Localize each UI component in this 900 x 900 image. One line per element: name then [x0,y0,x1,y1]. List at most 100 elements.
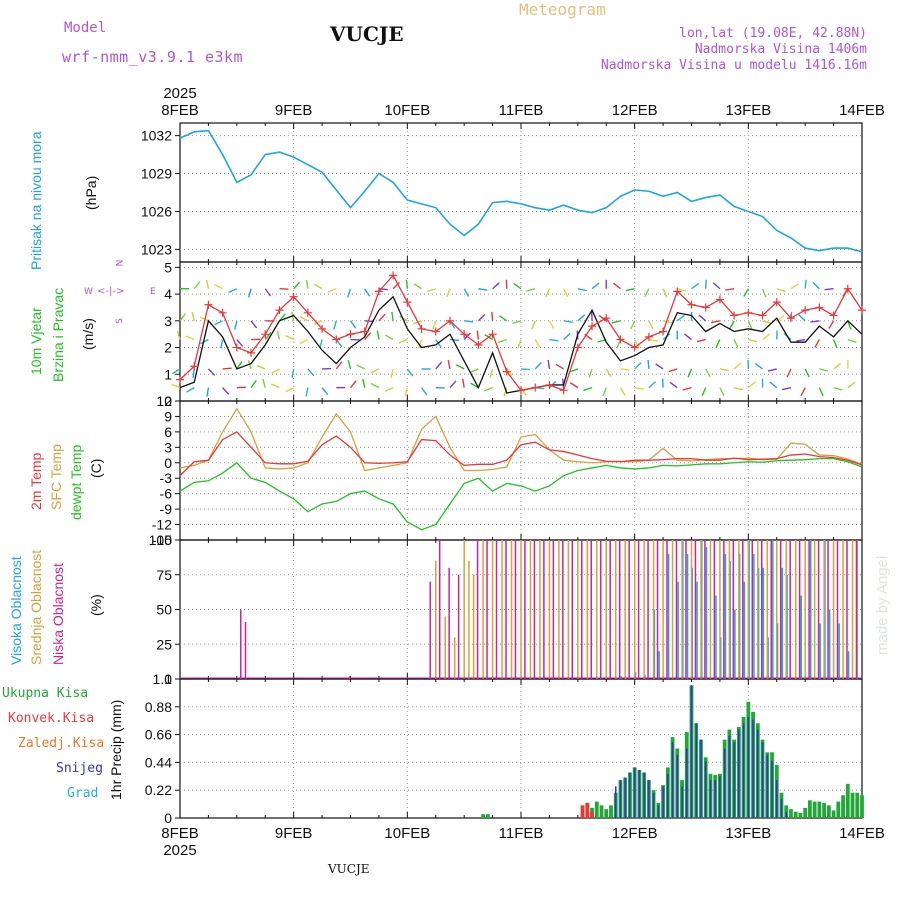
y-tick-label: 0 [164,393,172,409]
wind-arrow-icon [662,320,673,324]
wind-max-point [403,298,412,307]
x-label-bottom: 10FEB [384,825,430,842]
y-tick-label: -15 [152,532,172,548]
wind-arrow-icon [547,359,551,370]
wind-arrow-icon [327,288,337,293]
wind-arrow-icon [426,288,436,293]
wind-arrow-icon [176,330,181,340]
wind-arrow-icon [715,339,721,348]
wind-arrow-icon [378,313,386,322]
wind-max-point [289,292,298,301]
wind-arrow-icon [683,333,692,341]
wind-max-point [772,298,781,307]
wind-arrow-icon [349,320,357,329]
precip-bar [671,742,674,818]
wind-arrow-icon [335,339,343,348]
wind-arrow-icon [185,335,195,341]
wind-max-point [445,316,454,325]
wind-arrow-icon [236,361,243,370]
wind-arrow-icon [392,281,400,290]
wind-arrow-icon [470,382,479,389]
precip-bar [690,685,693,818]
wind-arrow-icon [531,320,536,330]
wind-max-point [786,314,795,323]
wind-arrow-icon [435,361,443,370]
wind-arrow-icon [563,332,571,341]
altitude-label: Nadmorska Visina 1406m [694,42,867,57]
x-label-top: 10FEB [384,102,430,119]
y-tick-label: 6 [164,424,172,440]
wind-arrow-icon [356,364,366,370]
x-label-bottom: 14FEB [839,825,885,842]
wind-arrow-icon [620,368,630,371]
precip-bar [485,814,490,818]
wind-arrow-icon [285,334,294,341]
wind-arrow-icon [399,315,408,322]
wind-arrow-icon [563,320,573,324]
wind-max-point [275,306,284,315]
wind-arrow-icon [648,320,654,330]
wind-arrow-icon [206,387,210,397]
wind-arrow-icon [455,364,465,370]
y-tick-label: 5 [164,259,172,275]
wind-arrow-icon [634,362,642,370]
wind-arrow-icon [364,320,374,323]
precip-bar [657,805,660,818]
wind-arrow-icon [278,313,286,322]
wind-arrow-icon [701,387,707,397]
y-tick-label: 0.44 [145,754,172,770]
wind-arrow-icon [362,378,366,388]
year-label-top: 2025 [163,85,196,102]
wind-arrow-icon [250,320,258,329]
wind-max-point [417,324,426,333]
wind-max-point [176,375,184,384]
precip-bar [841,795,845,818]
wind-max-point [588,322,597,331]
precip-bar [638,769,641,818]
precip-bar [747,716,750,818]
precip-bar [831,810,836,818]
x-label-bottom: 12FEB [612,825,658,842]
wind-arrow-icon [234,320,238,330]
precip-bar [789,809,793,818]
y-tick-label: 1 [164,366,172,382]
y-tick-label: 1.1 [153,671,173,687]
legend-frz-rain: Zaledj.Kisa [18,736,105,751]
wind-max-point [616,335,625,344]
wind-arrow-icon [648,381,657,389]
precip-bar [793,811,798,818]
precip-bar [761,742,764,818]
wind-arrow-icon [733,339,739,348]
wind-max-point [701,303,710,312]
wind-arrow-icon [782,386,792,391]
wind-arrow-icon [205,279,210,289]
wind-arrow-icon [364,332,372,340]
wind-rose-arrows-icon: <-|-> [97,286,125,297]
precip-bar [798,812,803,818]
wind-max-point [673,287,682,296]
x-label-top: 8FEB [161,102,199,119]
wind-max-point [389,271,398,280]
wind-arrow-icon [676,314,685,322]
y-tick-label: -3 [160,470,173,486]
wind-arrow-icon [236,339,244,347]
wind-arrow-icon [420,387,428,396]
wind-arrow-icon [228,288,238,294]
wind-arrow-icon [677,288,687,292]
y-tick-label: -12 [152,517,172,533]
x-label-bottom: 11FEB [499,825,544,842]
wind-arrow-icon [767,368,777,372]
y-tick-label: 50 [156,602,172,618]
wind-max-point [460,330,469,339]
wind-max-point [232,343,241,352]
wind-arrow-icon [814,339,820,348]
wind-max-point [559,386,568,395]
wind-arrow-icon [171,383,181,389]
wind-arrow-icon [800,387,806,396]
wind-max-point [858,306,866,315]
precip-bar [604,809,609,818]
wind-arrow-icon [705,368,711,378]
precip-bar [855,792,860,818]
